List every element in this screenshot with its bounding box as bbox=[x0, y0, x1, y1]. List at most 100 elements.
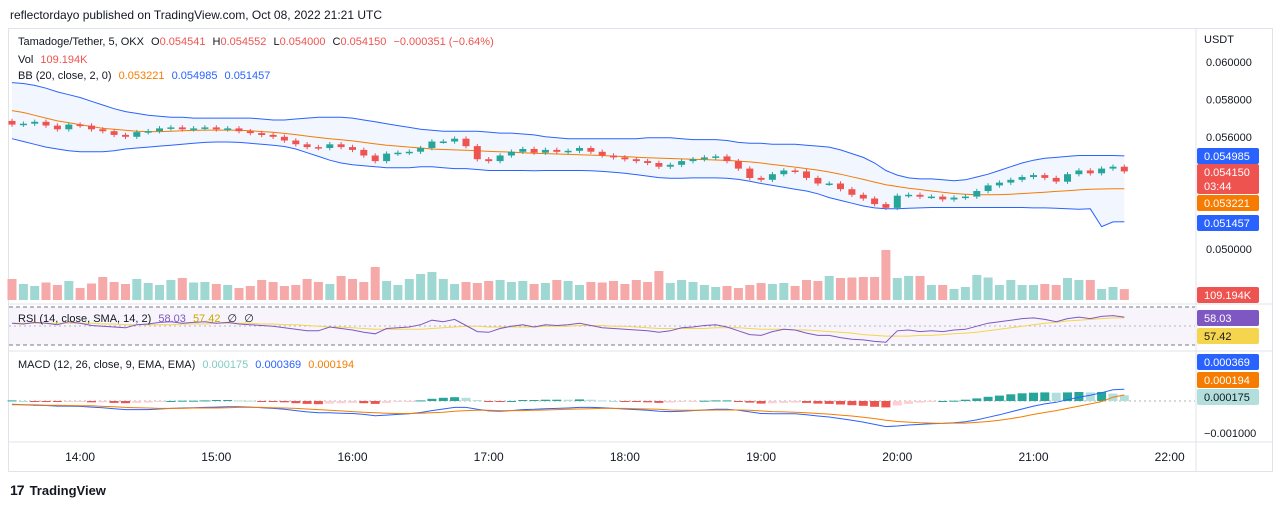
macd-histogram-bar bbox=[438, 397, 448, 401]
candle-body bbox=[995, 182, 1003, 186]
legend-macd-value: 0.000369 bbox=[255, 359, 302, 371]
candle-body bbox=[88, 125, 95, 130]
candle-body bbox=[99, 129, 107, 132]
candle-body bbox=[1041, 175, 1049, 178]
volume-bar bbox=[1040, 284, 1050, 300]
volume-bar bbox=[279, 286, 289, 300]
macd-histogram-bar bbox=[688, 401, 698, 402]
candle-body bbox=[428, 141, 436, 148]
macd-histogram-bar bbox=[597, 400, 607, 402]
macd-histogram-bar bbox=[972, 398, 982, 401]
candle-body bbox=[859, 194, 867, 199]
macd-histogram-bar bbox=[427, 398, 437, 401]
macd-histogram-bar bbox=[620, 401, 630, 402]
legend-main: Tamadoge/Tether, 5, OKX O0.054541 H0.054… bbox=[18, 36, 498, 48]
volume-bar bbox=[688, 282, 698, 300]
tradingview-brand[interactable]: 17 TradingView bbox=[10, 482, 106, 498]
macd-histogram-bar bbox=[472, 400, 482, 401]
macd-histogram-bar bbox=[291, 401, 301, 404]
volume-bar bbox=[1029, 285, 1038, 300]
candle-body bbox=[76, 124, 84, 127]
volume-bar bbox=[302, 279, 312, 300]
candle-body bbox=[167, 127, 175, 129]
tradingview-wordmark: TradingView bbox=[29, 482, 106, 498]
volume-bar bbox=[7, 279, 17, 300]
candle-body bbox=[587, 148, 595, 152]
volume-tag: 109.194K bbox=[1204, 290, 1252, 302]
volume-bar bbox=[313, 282, 323, 300]
macd-histogram-bar bbox=[824, 401, 834, 404]
candle-body bbox=[133, 132, 141, 137]
macd-histogram-bar bbox=[1097, 392, 1107, 401]
macd-histogram-bar bbox=[30, 401, 40, 402]
candle-body bbox=[383, 153, 391, 162]
volume-bar bbox=[654, 271, 664, 300]
macd-histogram-bar bbox=[1074, 392, 1084, 401]
candle-body bbox=[42, 121, 50, 126]
macd-histogram-bar bbox=[109, 401, 119, 403]
time-axis-tick: 22:00 bbox=[1155, 450, 1185, 464]
macd-histogram-bar bbox=[711, 400, 721, 402]
macd-histogram-bar bbox=[75, 401, 85, 402]
volume-bar bbox=[495, 280, 505, 300]
volume-bar bbox=[552, 280, 562, 300]
volume-bar bbox=[166, 280, 176, 300]
candle-body bbox=[439, 141, 447, 143]
candle-body bbox=[360, 149, 368, 156]
candle-body bbox=[984, 185, 992, 191]
candle-body bbox=[1109, 166, 1117, 169]
candle-body bbox=[462, 138, 470, 147]
rsi-tag-bg bbox=[1197, 310, 1259, 326]
macd-signal-tag: 0.000194 bbox=[1204, 375, 1250, 387]
volume-bar bbox=[756, 283, 766, 300]
macd-histogram-bar bbox=[926, 401, 936, 402]
volume-bar bbox=[336, 276, 346, 300]
bb-lower-tag-bg bbox=[1197, 215, 1259, 231]
candle-body bbox=[507, 151, 515, 156]
volume-bar bbox=[18, 284, 28, 300]
volume-bar bbox=[370, 267, 380, 300]
candle-body bbox=[746, 168, 754, 178]
macd-histogram-bar bbox=[767, 401, 777, 404]
candle-body bbox=[473, 146, 481, 160]
price-axis-tick: 0.060000 bbox=[1206, 57, 1252, 69]
candle-body bbox=[734, 161, 742, 169]
volume-bar bbox=[30, 286, 40, 300]
candle-body bbox=[144, 131, 152, 133]
legend-vol-value: 109.194K bbox=[40, 54, 88, 66]
candle-body bbox=[541, 149, 549, 153]
macd-histogram-bar bbox=[654, 401, 664, 403]
volume-bar bbox=[802, 280, 811, 300]
macd-histogram-bar bbox=[733, 401, 743, 402]
macd-histogram-bar bbox=[1051, 392, 1061, 401]
candle-body bbox=[791, 170, 799, 172]
candle-body bbox=[496, 155, 504, 162]
macd-histogram-bar bbox=[949, 400, 959, 402]
macd-histogram-bar bbox=[382, 401, 392, 403]
volume-bar bbox=[586, 282, 596, 300]
candle-body bbox=[122, 134, 129, 137]
volume-bar bbox=[733, 288, 743, 300]
macd-histogram-bar bbox=[847, 401, 857, 406]
candle-body bbox=[1030, 175, 1037, 177]
volume-bar bbox=[211, 284, 221, 300]
macd-histogram-bar bbox=[234, 400, 244, 402]
volume-bar bbox=[904, 276, 914, 300]
macd-histogram-bar bbox=[529, 400, 539, 401]
candle-body bbox=[314, 147, 322, 149]
candle-body bbox=[837, 183, 844, 190]
macd-histogram-bar bbox=[132, 401, 142, 403]
legend-bb-label: BB (20, close, 2, 0) bbox=[18, 70, 112, 82]
macd-histogram-bar bbox=[745, 401, 755, 403]
macd-histogram-bar bbox=[121, 401, 130, 404]
candle-body bbox=[65, 124, 73, 130]
volume-bar bbox=[575, 285, 584, 300]
bb-upper-line bbox=[11, 82, 1125, 182]
volume-bar bbox=[461, 282, 471, 300]
price-axis-tick: 0.050000 bbox=[1206, 244, 1252, 256]
macd-histogram-bar bbox=[495, 401, 505, 402]
macd-histogram-bar bbox=[575, 399, 584, 401]
macd-histogram-bar bbox=[699, 400, 709, 402]
candle-body bbox=[201, 127, 209, 129]
